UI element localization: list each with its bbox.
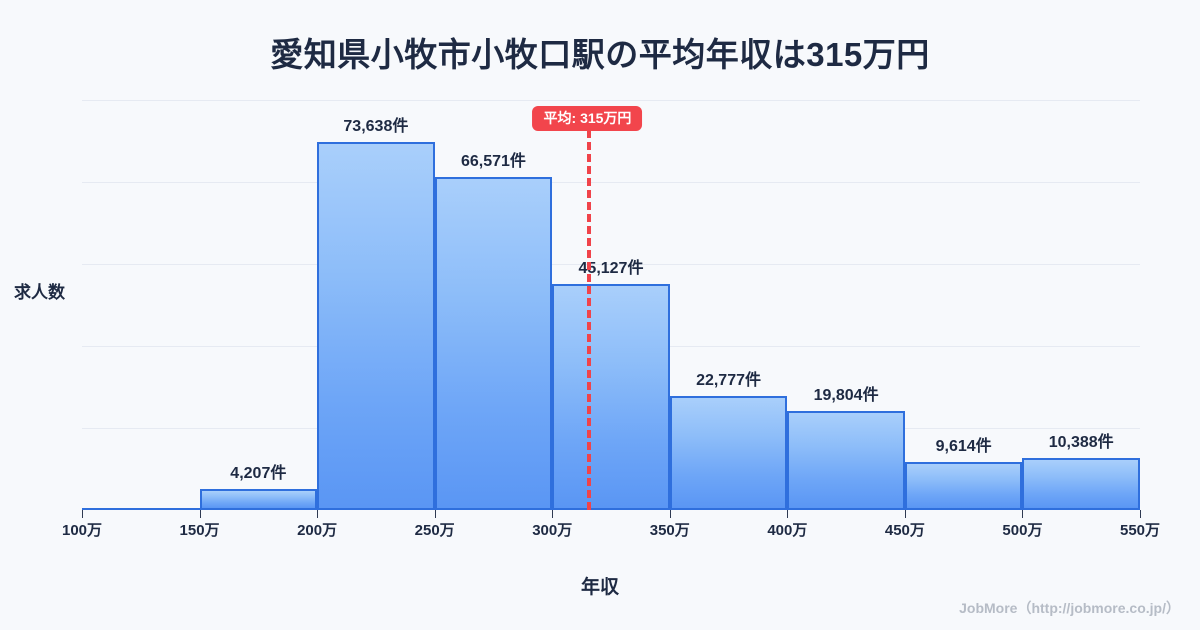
x-axis-tick-label: 500万: [1002, 522, 1043, 539]
x-axis-tick-label: 400万: [767, 522, 808, 539]
bar-rect: [787, 410, 905, 510]
bar-rect: [904, 461, 1023, 510]
x-axis-tick: [669, 510, 671, 518]
x-axis-tick-label: 350万: [649, 522, 690, 539]
gridline: [82, 100, 1140, 101]
x-axis-tick: [317, 510, 319, 518]
x-axis-tick: [1140, 510, 1141, 518]
y-axis-title: 求人数: [14, 283, 65, 302]
gridline: [82, 182, 1140, 183]
bar-value-label: 66,571件: [460, 153, 526, 171]
bar-rect: [199, 488, 318, 510]
chart-title: 愛知県小牧市小牧口駅の平均年収は315万円: [270, 36, 930, 73]
x-axis-tick-label: 250万: [414, 522, 455, 539]
x-axis-tick: [434, 510, 436, 518]
bar-value-label: 73,638件: [343, 117, 409, 135]
x-axis-tick: [82, 510, 83, 518]
footer-credit: JobMore（http://jobmore.co.jp/）: [959, 600, 1180, 616]
x-axis-tick-label: 450万: [884, 522, 925, 539]
x-axis-tick: [199, 510, 201, 518]
bar-value-label: 19,804件: [813, 386, 879, 404]
average-marker-badge: 平均: 315万円: [532, 106, 643, 131]
bar-rect: [1022, 458, 1140, 510]
bar-rect: [434, 177, 553, 510]
bar-series: 4,207件 73,638件 66,571件 45,127件 22,777件 19,804…: [82, 100, 1140, 510]
bar-rect: [317, 141, 435, 510]
x-axis-title: 年収: [580, 577, 619, 598]
bar-value-label: 10,388件: [1048, 434, 1114, 452]
x-axis-tick: [787, 510, 789, 518]
bar-value-label: 9,614件: [935, 437, 992, 455]
x-axis-baseline: [82, 508, 1140, 510]
bar-rect: [552, 284, 670, 510]
x-axis-tick-label: 300万: [532, 522, 573, 539]
average-marker-line: [587, 130, 592, 510]
bar-value-label: 22,777件: [696, 372, 762, 390]
bar-rect: [669, 396, 788, 510]
plot-area: 4,207件 73,638件 66,571件 45,127件 22,777件 19,804…: [82, 100, 1140, 510]
x-axis-tick: [904, 510, 906, 518]
x-axis-tick: [1022, 510, 1024, 518]
x-axis-tick: [552, 510, 554, 518]
x-axis-tick-label: 100万: [61, 522, 103, 539]
bar-value-label: 4,207件: [230, 464, 287, 482]
bar-value-label: 45,127件: [578, 260, 644, 278]
x-axis-tick-label: 200万: [297, 522, 338, 539]
x-axis-tick-label: 150万: [179, 522, 220, 539]
x-axis-tick-label: 550万: [1119, 522, 1161, 539]
gridline: [82, 264, 1140, 265]
